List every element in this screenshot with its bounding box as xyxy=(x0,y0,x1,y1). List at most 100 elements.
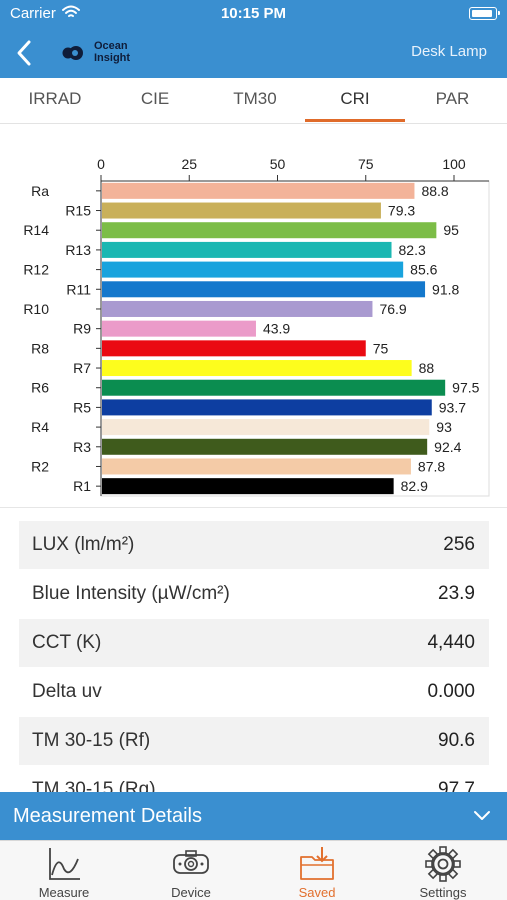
tab-bar-settings[interactable]: Settings xyxy=(393,843,493,900)
back-button[interactable] xyxy=(10,36,40,70)
bar-value-label: 75 xyxy=(373,340,389,356)
bar xyxy=(102,241,392,258)
bar xyxy=(102,379,446,396)
bar xyxy=(102,340,366,357)
bar xyxy=(102,261,404,278)
measurement-tabs: IRRAD CIE TM30 CRI PAR xyxy=(0,78,507,124)
status-time: 10:15 PM xyxy=(220,5,287,22)
tab-bar-label: Measure xyxy=(38,885,90,900)
bar xyxy=(102,300,373,317)
bar-value-label: 91.8 xyxy=(432,281,459,297)
bar xyxy=(102,281,426,298)
bar-value-label: 82.3 xyxy=(399,242,426,258)
tab-par[interactable]: PAR xyxy=(435,89,470,108)
y-category-label: R7 xyxy=(73,360,91,376)
y-category-label: R5 xyxy=(73,399,91,415)
bar xyxy=(102,438,428,455)
bar-value-label: 79.3 xyxy=(388,203,415,219)
stats-list: LUX (lm/m²) 256 Blue Intensity (µW/cm²) … xyxy=(0,507,507,792)
stat-row-tm30-rg: TM 30-15 (Rg) 97.7 xyxy=(19,766,489,792)
active-tab-indicator xyxy=(305,119,405,122)
wifi-icon xyxy=(62,5,80,24)
cri-chart: 0 25 50 75 100 Ra 88.8 R15 79.3 R14 95 R13 82.3 R12 85… xyxy=(0,124,507,507)
tab-cie[interactable]: CIE xyxy=(140,89,170,108)
bar-value-label: 93 xyxy=(436,419,452,435)
bar-value-label: 93.7 xyxy=(439,399,466,415)
y-category-label: R2 xyxy=(31,458,49,474)
y-category-label: R9 xyxy=(73,321,91,337)
stat-row-lux: LUX (lm/m²) 256 xyxy=(19,521,489,569)
battery-icon xyxy=(469,7,500,20)
tab-tm30[interactable]: TM30 xyxy=(233,89,277,108)
y-category-label: Ra xyxy=(31,183,49,199)
logo-mark-icon xyxy=(62,46,83,60)
stat-value: 97.7 xyxy=(438,779,475,792)
logo-text-ocean: Ocean xyxy=(94,40,128,52)
bar-value-label: 92.4 xyxy=(434,439,461,455)
tab-cri[interactable]: CRI xyxy=(340,89,370,108)
y-category-label: R4 xyxy=(31,419,49,435)
y-category-label: R8 xyxy=(31,340,49,356)
stat-row-tm30-rf: TM 30-15 (Rf) 90.6 xyxy=(19,717,489,765)
y-category-label: R12 xyxy=(23,262,49,278)
stat-label: CCT (K) xyxy=(32,632,102,653)
stat-label: LUX (lm/m²) xyxy=(32,534,135,555)
bar xyxy=(102,222,437,239)
gear-icon xyxy=(425,846,461,882)
tab-bar-device[interactable]: Device xyxy=(141,843,241,900)
folder-download-icon xyxy=(300,847,334,880)
x-tick-label: 100 xyxy=(442,156,466,172)
bar-value-label: 88 xyxy=(419,360,435,376)
bottom-tab-bar: Measure Device Saved xyxy=(0,840,507,900)
chevron-left-icon xyxy=(17,40,31,66)
stat-row-blue-intensity: Blue Intensity (µW/cm²) 23.9 xyxy=(19,570,489,618)
bar-value-label: 95 xyxy=(443,222,459,238)
measurement-details-toggle[interactable]: Measurement Details xyxy=(0,792,507,840)
stat-label: TM 30-15 (Rf) xyxy=(32,730,151,751)
tab-bar-measure[interactable]: Measure xyxy=(14,843,114,900)
bar xyxy=(102,360,412,377)
y-category-label: R3 xyxy=(73,439,91,455)
bar xyxy=(102,320,256,337)
bar-value-label: 97.5 xyxy=(452,380,479,396)
tab-bar-saved[interactable]: Saved xyxy=(267,843,367,900)
stat-value: 0.000 xyxy=(427,681,475,702)
bar-value-label: 82.9 xyxy=(401,478,428,494)
stat-label: Delta uv xyxy=(32,681,102,702)
bar xyxy=(102,399,432,416)
tab-irrad[interactable]: IRRAD xyxy=(28,89,82,108)
measurement-details-label: Measurement Details xyxy=(13,805,202,827)
bar xyxy=(102,419,430,436)
stat-value: 23.9 xyxy=(438,583,475,604)
y-category-label: R13 xyxy=(65,242,91,258)
y-category-label: R1 xyxy=(73,478,91,494)
y-category-label: R11 xyxy=(66,281,91,297)
stat-row-cct: CCT (K) 4,440 xyxy=(19,619,489,667)
page-title: Desk Lamp xyxy=(411,43,487,60)
chevron-down-icon xyxy=(474,811,490,820)
status-bar: Carrier 10:15 PM xyxy=(0,0,507,28)
stat-label: Blue Intensity (µW/cm²) xyxy=(32,583,230,604)
stat-value: 4,440 xyxy=(427,632,475,653)
ocean-insight-logo: Ocean Insight xyxy=(60,39,150,67)
x-tick-label: 0 xyxy=(97,156,105,172)
bar-value-label: 88.8 xyxy=(421,183,448,199)
bar xyxy=(102,202,381,219)
nav-bar: Ocean Insight Desk Lamp xyxy=(0,28,507,78)
y-category-label: R10 xyxy=(23,301,49,317)
x-tick-label: 50 xyxy=(270,156,286,172)
bar xyxy=(102,182,415,199)
chart-line-icon xyxy=(49,848,80,880)
stat-value: 256 xyxy=(443,534,475,555)
y-category-label: R15 xyxy=(65,203,91,219)
bar-value-label: 87.8 xyxy=(418,458,445,474)
x-tick-label: 75 xyxy=(358,156,374,172)
tab-bar-label: Settings xyxy=(419,885,467,900)
tab-bar-label: Saved xyxy=(298,885,336,900)
x-tick-label: 25 xyxy=(181,156,197,172)
bar xyxy=(102,478,394,495)
spectrometer-icon xyxy=(173,850,209,874)
cri-bar-chart: 0 25 50 75 100 Ra 88.8 R15 79.3 R14 95 R13 82.3 R12 85… xyxy=(23,156,490,497)
bar-value-label: 85.6 xyxy=(410,262,437,278)
logo-text-insight: Insight xyxy=(94,52,131,64)
